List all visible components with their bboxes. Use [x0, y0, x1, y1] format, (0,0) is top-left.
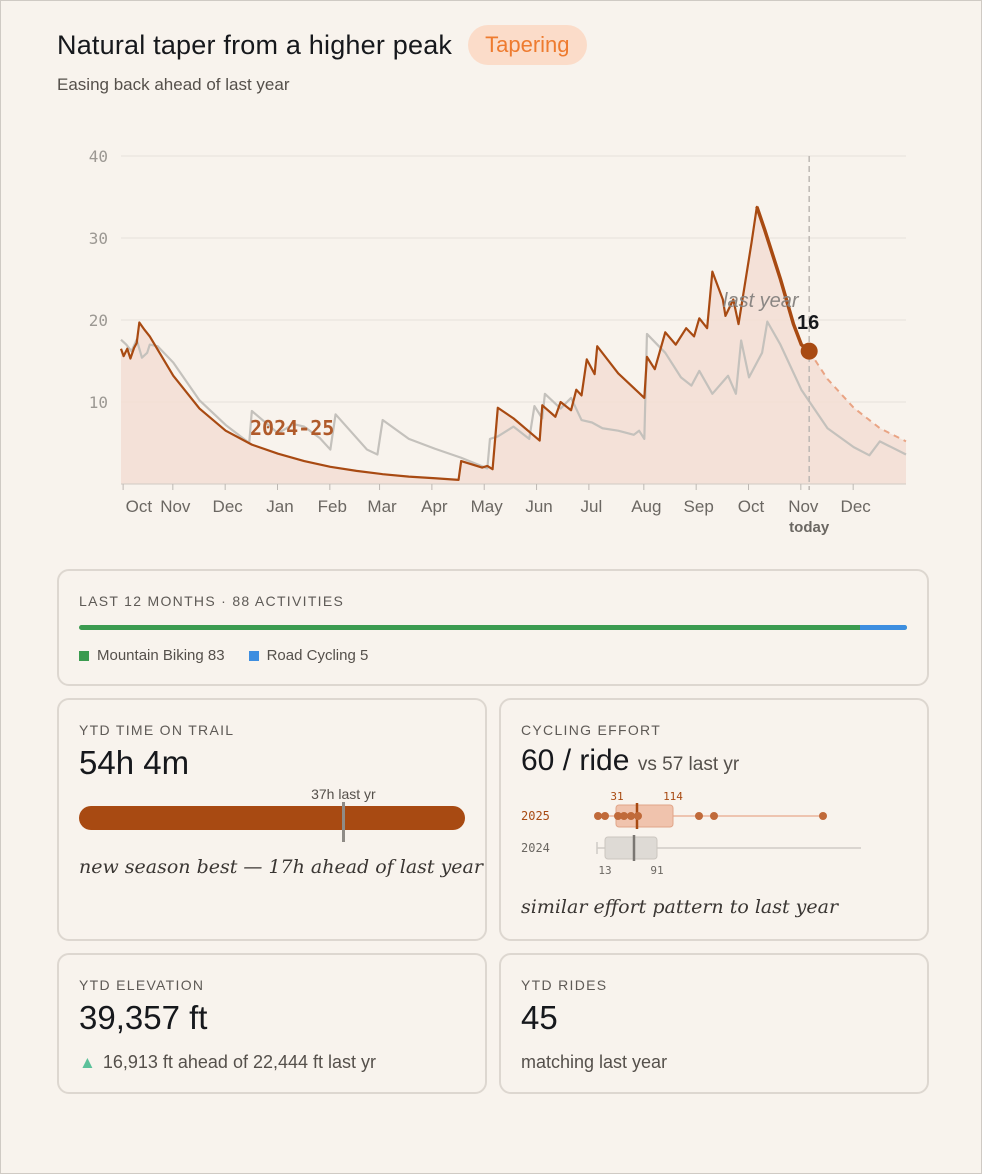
- y-tick-label: 40: [89, 147, 108, 166]
- row-label-2024: 2024: [521, 841, 550, 855]
- current-value-label: 16: [797, 312, 819, 334]
- q1-label-2024: 13: [598, 864, 611, 877]
- up-triangle-icon: ▲: [79, 1052, 96, 1072]
- time-progress-bar: [79, 806, 465, 830]
- x-tick-label: Aug: [631, 497, 661, 516]
- legend-label: Mountain Biking 83: [97, 647, 225, 664]
- x-tick-label: Oct: [126, 497, 153, 516]
- card-eyebrow: YTD TIME ON TRAIL: [79, 722, 235, 738]
- x-tick-label: Oct: [738, 497, 765, 516]
- y-tick-label: 10: [89, 393, 108, 412]
- elevation-value: 39,357 ft: [79, 999, 208, 1036]
- series-line-projection: [808, 350, 907, 443]
- legend-item-mountain-biking: Mountain Biking 83: [79, 647, 225, 664]
- effort-value-row: 60 / ride vs 57 last yr: [521, 744, 739, 778]
- cycling-effort-card: CYCLING EFFORT 60 / ride vs 57 last yr 2…: [499, 698, 929, 941]
- series-line-recent-emphasis: [755, 206, 811, 353]
- elevation-card: YTD ELEVATION 39,357 ft ▲ 16,913 ft ahea…: [57, 953, 487, 1094]
- activity-mix-legend: Mountain Biking 83 Road Cycling 5: [79, 647, 392, 664]
- fitness-trend-chart: 10 20 30 40 Oct Nov Dec Jan Feb Mar Apr May Jun Jul Au…: [89, 147, 907, 536]
- last-year-marker-label: 37h last yr: [311, 786, 376, 802]
- current-value-dot: [800, 342, 818, 360]
- point-2025: [594, 812, 602, 820]
- header: Natural taper from a higher peak Taperin…: [57, 25, 587, 65]
- box-2024: [604, 836, 658, 860]
- point-2025: [710, 812, 718, 820]
- legend-item-road-cycling: Road Cycling 5: [248, 647, 369, 664]
- page-subtitle: Easing back ahead of last year: [57, 75, 290, 94]
- point-2025: [819, 812, 827, 820]
- point-2025: [601, 812, 609, 820]
- today-label: today: [789, 519, 830, 536]
- x-tick-label: Nov: [160, 497, 191, 516]
- point-2025: [614, 812, 622, 820]
- time-note: new season best — 17h ahead of last year: [79, 856, 483, 878]
- activity-mix-title: LAST 12 MONTHS · 88 ACTIVITIES: [79, 593, 345, 609]
- row-label-2025: 2025: [521, 809, 550, 823]
- series-label-2024-25: 2024-25: [250, 416, 334, 440]
- y-tick-label: 30: [89, 229, 108, 248]
- point-2025: [634, 812, 642, 820]
- activity-mix-bar: [79, 625, 907, 630]
- point-2025: [695, 812, 703, 820]
- point-2025: [627, 812, 635, 820]
- effort-note: similar effort pattern to last year: [521, 896, 839, 918]
- road-cycling-segment: [859, 625, 907, 630]
- time-value: 54h 4m: [79, 744, 190, 781]
- last-year-marker: [341, 802, 345, 842]
- series-line-last-year: [120, 320, 907, 470]
- x-tick-label: Jan: [266, 497, 293, 516]
- q3-label-2024: 91: [650, 864, 663, 877]
- effort-value: 60 / ride: [521, 744, 630, 777]
- effort-compare: vs 57 last yr: [637, 754, 740, 775]
- x-tick-label: Jul: [581, 497, 603, 516]
- road-cycling-swatch: [248, 650, 259, 661]
- current-season-area: [121, 206, 906, 484]
- x-tick-label: Apr: [421, 497, 448, 516]
- elevation-delta: 16,913 ft ahead of 22,444 ft last yr: [102, 1052, 377, 1072]
- rides-card: YTD RIDES 45 matching last year: [499, 953, 929, 1094]
- q1-label-2025: 31: [610, 790, 623, 803]
- series-line-2024-25: [119, 205, 810, 481]
- status-badge: Tapering: [468, 25, 587, 65]
- x-tick-label: Dec: [213, 497, 244, 516]
- x-tick-label: Nov: [788, 497, 819, 516]
- x-tick-label: Mar: [367, 497, 397, 516]
- rides-value: 45: [521, 999, 558, 1036]
- effort-boxplot: 2025 31 114 2024 13: [521, 790, 861, 877]
- page-title: Natural taper from a higher peak: [57, 29, 453, 60]
- elevation-delta-row: ▲ 16,913 ft ahead of 22,444 ft last yr: [79, 1052, 376, 1073]
- card-eyebrow: YTD RIDES: [521, 977, 608, 993]
- point-2025: [620, 812, 628, 820]
- time-on-trail-card: YTD TIME ON TRAIL 54h 4m 37h last yr new…: [57, 698, 487, 941]
- legend-label: Road Cycling 5: [266, 647, 369, 664]
- mountain-biking-swatch: [79, 650, 89, 661]
- y-tick-label: 20: [89, 311, 108, 330]
- x-tick-label: Feb: [318, 497, 347, 516]
- x-tick-label: May: [471, 497, 504, 516]
- x-tick-label: Jun: [525, 497, 552, 516]
- q3-label-2025: 114: [663, 790, 683, 803]
- series-label-last-year: last year: [723, 290, 800, 312]
- card-eyebrow: CYCLING EFFORT: [521, 722, 662, 738]
- x-tick-label: Dec: [841, 497, 872, 516]
- activity-mix-card: LAST 12 MONTHS · 88 ACTIVITIES Mountain …: [57, 569, 929, 686]
- x-tick-label: Sep: [684, 497, 714, 516]
- card-eyebrow: YTD ELEVATION: [79, 977, 205, 993]
- rides-note: matching last year: [521, 1052, 668, 1072]
